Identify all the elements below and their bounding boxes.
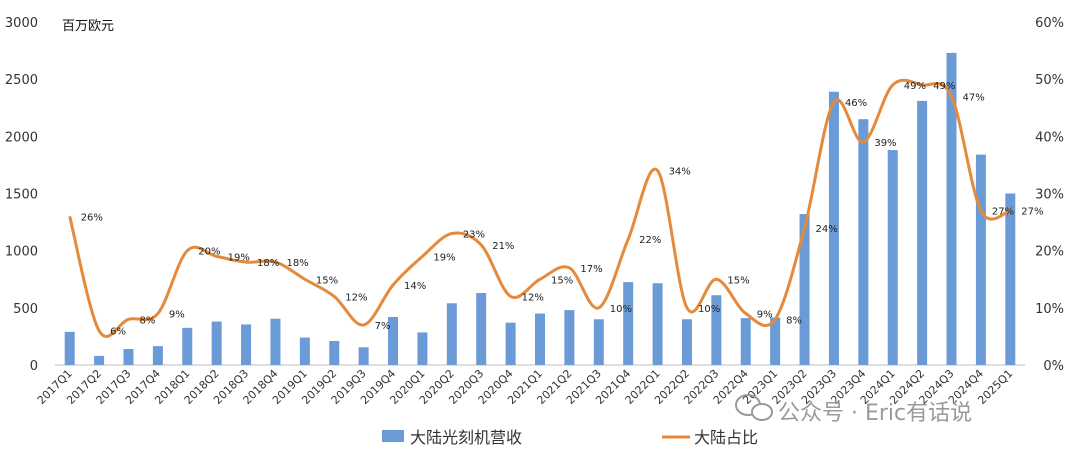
y-right-tick-label: 40% bbox=[1035, 130, 1064, 145]
line-data-label: 10% bbox=[698, 304, 720, 315]
bar bbox=[123, 348, 134, 365]
bar bbox=[358, 347, 369, 365]
bar bbox=[329, 340, 340, 365]
line-data-label: 20% bbox=[198, 247, 220, 258]
line-data-label: 18% bbox=[286, 258, 308, 269]
bar bbox=[740, 318, 751, 365]
line-data-label: 15% bbox=[316, 275, 338, 286]
line-data-label: 47% bbox=[963, 92, 985, 103]
bar bbox=[975, 154, 986, 365]
bar bbox=[211, 321, 222, 365]
bar bbox=[94, 355, 105, 365]
bar bbox=[152, 346, 163, 365]
bar-series bbox=[64, 52, 1016, 366]
line-data-label: 10% bbox=[610, 304, 632, 315]
bar bbox=[564, 310, 575, 365]
y-right-tick-label: 0% bbox=[1043, 359, 1064, 374]
y-right-tick-label: 20% bbox=[1035, 245, 1064, 260]
legend-label-line: 大陆占比 bbox=[694, 428, 758, 447]
y-left-tick-label: 2000 bbox=[5, 130, 38, 145]
line-data-label: 9% bbox=[169, 310, 185, 321]
bar bbox=[799, 214, 810, 365]
watermark-text: 公众号 · Eric有话说 bbox=[778, 401, 972, 426]
line-data-label: 49% bbox=[904, 81, 926, 92]
legend-swatch-bar bbox=[382, 430, 404, 442]
line-series bbox=[68, 78, 1011, 339]
y-left-tick-label: 3000 bbox=[5, 16, 38, 31]
wechat-icon bbox=[735, 394, 773, 421]
y-right-tick-label: 60% bbox=[1035, 16, 1064, 31]
line-data-label: 26% bbox=[81, 212, 103, 223]
data-labels: 26% 6% 8% 9% 20% 19% 18% 18% 15% 12% 7% 14% 19% 23% 21… bbox=[81, 81, 1044, 338]
line-data-label: 27% bbox=[992, 207, 1014, 218]
line-data-label: 12% bbox=[522, 292, 544, 303]
line-data-label: 46% bbox=[845, 98, 867, 109]
line-data-label: 23% bbox=[463, 230, 485, 241]
bar bbox=[182, 327, 193, 365]
bar bbox=[887, 150, 898, 365]
bar bbox=[623, 282, 634, 365]
line-data-label: 21% bbox=[492, 241, 514, 252]
line-data-label: 14% bbox=[404, 281, 426, 292]
line-path bbox=[68, 78, 1011, 339]
bar bbox=[446, 303, 457, 365]
line-data-label: 17% bbox=[580, 264, 602, 275]
line-data-label: 19% bbox=[433, 252, 455, 263]
y-left-tick-label: 2500 bbox=[5, 73, 38, 88]
bar bbox=[64, 331, 75, 365]
bar bbox=[270, 318, 281, 365]
line-data-label: 8% bbox=[139, 315, 155, 326]
y-left-tick-label: 1500 bbox=[5, 188, 38, 203]
line-data-label: 24% bbox=[816, 224, 838, 235]
line-data-label: 39% bbox=[874, 138, 896, 149]
bar bbox=[593, 319, 604, 365]
bar bbox=[681, 319, 692, 365]
y-axis-right: 0% 10% 20% 30% 40% 50% 60% bbox=[1035, 16, 1064, 374]
y-left-tick-label: 0 bbox=[30, 359, 38, 374]
y-axis-left: 0 500 1000 1500 2000 2500 3000 bbox=[5, 16, 38, 374]
legend-label-bar: 大陆光刻机营收 bbox=[410, 428, 522, 447]
bar bbox=[535, 313, 545, 365]
legend: 大陆光刻机营收 大陆占比 bbox=[382, 428, 758, 447]
bar bbox=[476, 292, 487, 365]
bar bbox=[299, 337, 310, 365]
bar bbox=[1005, 193, 1016, 365]
bar bbox=[858, 119, 869, 365]
line-data-label: 15% bbox=[551, 275, 573, 286]
bar bbox=[770, 317, 781, 365]
bar bbox=[505, 322, 516, 365]
line-data-label: 9% bbox=[757, 310, 773, 321]
bar bbox=[417, 332, 428, 365]
bar bbox=[388, 316, 399, 365]
bar bbox=[828, 91, 839, 365]
line-data-label: 7% bbox=[375, 321, 391, 332]
y-right-tick-label: 30% bbox=[1035, 188, 1064, 203]
line-data-label: 6% bbox=[110, 327, 126, 338]
bar bbox=[946, 52, 957, 366]
y-left-tick-label: 1000 bbox=[5, 245, 38, 260]
y-left-tick-label: 500 bbox=[13, 302, 38, 317]
line-data-label: 27% bbox=[1021, 207, 1043, 218]
line-data-label: 12% bbox=[345, 292, 367, 303]
bar bbox=[917, 100, 928, 365]
bar bbox=[711, 295, 722, 365]
line-data-label: 8% bbox=[786, 315, 802, 326]
line-data-label: 22% bbox=[639, 235, 661, 246]
y-right-tick-label: 10% bbox=[1035, 302, 1064, 317]
line-data-label: 34% bbox=[669, 167, 691, 178]
line-data-label: 19% bbox=[228, 252, 250, 263]
bar bbox=[652, 283, 663, 365]
line-data-label: 18% bbox=[257, 258, 279, 269]
y-right-tick-label: 50% bbox=[1035, 73, 1064, 88]
line-data-label: 15% bbox=[727, 275, 749, 286]
line-data-label: 49% bbox=[933, 81, 955, 92]
watermark: 公众号 · Eric有话说 bbox=[735, 394, 972, 426]
bar bbox=[241, 324, 252, 365]
unit-label: 百万欧元 bbox=[62, 19, 114, 34]
